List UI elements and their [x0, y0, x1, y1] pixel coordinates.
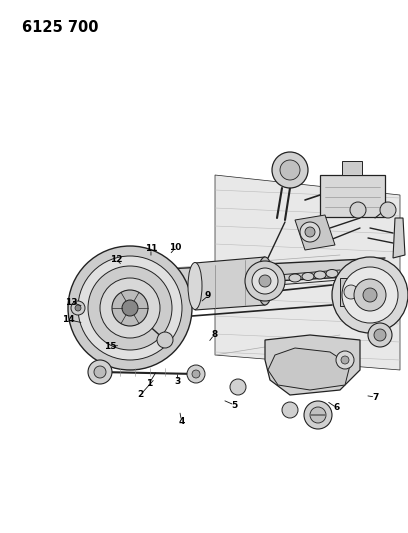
- Circle shape: [310, 407, 326, 423]
- Circle shape: [157, 332, 173, 348]
- Circle shape: [305, 227, 315, 237]
- Circle shape: [380, 202, 396, 218]
- Circle shape: [112, 290, 148, 326]
- Circle shape: [68, 246, 192, 370]
- Ellipse shape: [257, 257, 273, 305]
- Text: 10: 10: [169, 244, 182, 252]
- Text: 6125 700: 6125 700: [22, 20, 98, 36]
- Circle shape: [75, 305, 81, 311]
- Circle shape: [100, 278, 160, 338]
- Polygon shape: [393, 218, 405, 258]
- Text: 7: 7: [372, 393, 379, 401]
- Text: 1: 1: [146, 379, 152, 388]
- Circle shape: [272, 152, 308, 188]
- Polygon shape: [195, 257, 265, 310]
- Circle shape: [304, 401, 332, 429]
- Circle shape: [336, 351, 354, 369]
- Ellipse shape: [314, 271, 326, 279]
- Circle shape: [252, 268, 278, 294]
- Circle shape: [300, 222, 320, 242]
- Polygon shape: [295, 215, 335, 250]
- Circle shape: [122, 300, 138, 316]
- Bar: [340, 278, 362, 306]
- Text: 2: 2: [137, 390, 144, 399]
- Polygon shape: [268, 348, 350, 390]
- Circle shape: [342, 267, 398, 323]
- Circle shape: [71, 301, 85, 315]
- Circle shape: [187, 365, 205, 383]
- Polygon shape: [145, 258, 385, 288]
- Circle shape: [363, 288, 377, 302]
- Text: 6: 6: [333, 403, 340, 412]
- Circle shape: [259, 275, 271, 287]
- Ellipse shape: [302, 272, 314, 280]
- Circle shape: [332, 257, 408, 333]
- Ellipse shape: [326, 270, 338, 278]
- Circle shape: [341, 356, 349, 364]
- Bar: [320, 175, 385, 217]
- Text: 9: 9: [205, 292, 211, 300]
- Circle shape: [280, 160, 300, 180]
- Text: 4: 4: [178, 417, 185, 425]
- Circle shape: [94, 366, 106, 378]
- Circle shape: [344, 285, 358, 299]
- Text: 3: 3: [174, 377, 181, 385]
- Circle shape: [88, 360, 112, 384]
- Ellipse shape: [188, 262, 202, 310]
- Polygon shape: [215, 175, 400, 370]
- Text: 5: 5: [231, 401, 238, 409]
- Text: 13: 13: [65, 298, 78, 306]
- Text: 15: 15: [104, 342, 116, 351]
- Circle shape: [354, 279, 386, 311]
- Circle shape: [245, 261, 285, 301]
- Circle shape: [78, 256, 182, 360]
- Text: 12: 12: [110, 255, 122, 264]
- Circle shape: [192, 370, 200, 378]
- Polygon shape: [265, 335, 360, 395]
- Circle shape: [88, 266, 172, 350]
- Text: 14: 14: [62, 316, 75, 324]
- Circle shape: [282, 402, 298, 418]
- Circle shape: [230, 379, 246, 395]
- Text: 11: 11: [145, 245, 157, 253]
- Ellipse shape: [289, 274, 301, 282]
- Circle shape: [350, 202, 366, 218]
- Bar: [342, 161, 362, 175]
- Circle shape: [374, 329, 386, 341]
- Circle shape: [368, 323, 392, 347]
- Text: 8: 8: [211, 330, 217, 339]
